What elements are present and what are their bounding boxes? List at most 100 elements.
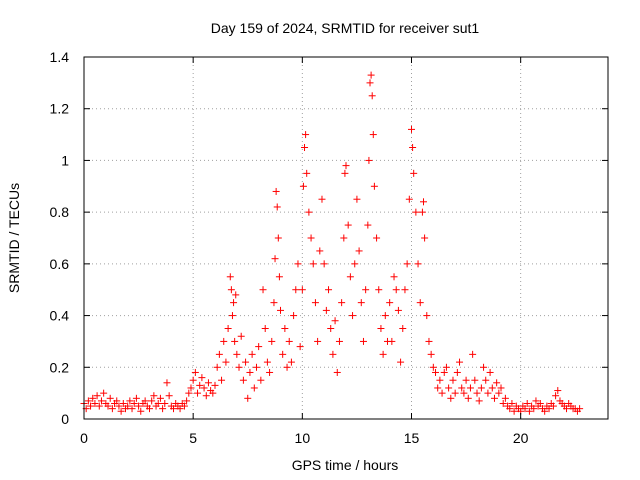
data-point xyxy=(231,337,239,345)
axis-ticks xyxy=(83,56,608,420)
data-point xyxy=(106,394,114,402)
y-tick-label: 1 xyxy=(61,152,69,168)
data-point xyxy=(100,389,108,397)
data-point xyxy=(397,358,405,366)
data-point xyxy=(442,363,450,371)
data-point xyxy=(418,208,426,216)
data-point xyxy=(475,397,483,405)
data-point xyxy=(165,392,173,400)
data-point xyxy=(270,299,278,307)
data-point xyxy=(311,299,319,307)
data-point xyxy=(486,368,494,376)
data-point xyxy=(204,379,212,387)
data-point xyxy=(493,379,501,387)
data-point xyxy=(259,286,267,294)
data-point xyxy=(285,337,293,345)
data-point xyxy=(322,306,330,314)
data-point xyxy=(521,405,529,413)
data-point xyxy=(180,402,188,410)
data-point xyxy=(141,397,149,405)
data-point xyxy=(510,407,518,415)
data-point xyxy=(318,195,326,203)
data-point xyxy=(480,363,488,371)
data-point xyxy=(273,203,281,211)
data-point xyxy=(390,273,398,281)
data-point xyxy=(427,350,435,358)
data-point xyxy=(408,125,415,133)
data-point xyxy=(364,221,372,229)
data-point xyxy=(421,234,429,242)
data-point xyxy=(292,286,300,294)
data-point xyxy=(135,402,143,410)
data-point xyxy=(392,286,400,294)
plot-frame xyxy=(83,56,609,420)
data-point xyxy=(194,389,202,397)
data-point xyxy=(115,402,123,410)
data-point xyxy=(425,337,433,345)
data-point xyxy=(279,350,287,358)
data-point xyxy=(440,368,448,376)
data-point xyxy=(523,399,531,407)
data-point xyxy=(290,312,298,320)
data-point xyxy=(499,399,507,407)
data-point xyxy=(373,234,381,242)
data-point xyxy=(466,384,474,392)
data-point xyxy=(576,405,584,413)
data-point xyxy=(198,374,206,382)
data-point xyxy=(471,376,479,384)
data-point xyxy=(342,162,350,170)
data-point xyxy=(532,397,540,405)
data-point xyxy=(250,384,258,392)
data-point xyxy=(366,79,374,87)
data-point xyxy=(113,397,121,405)
data-point xyxy=(277,306,284,314)
data-point xyxy=(298,286,306,294)
data-point xyxy=(377,325,385,332)
data-point xyxy=(359,337,367,345)
data-point xyxy=(458,384,466,392)
data-point xyxy=(460,389,468,397)
data-point xyxy=(302,131,310,139)
data-point xyxy=(368,92,376,100)
data-point xyxy=(525,407,533,415)
data-point xyxy=(117,407,125,415)
data-point xyxy=(126,397,134,405)
data-point xyxy=(325,286,333,294)
data-point xyxy=(248,350,256,358)
data-point xyxy=(257,376,265,384)
data-point xyxy=(405,195,413,203)
data-point xyxy=(429,363,437,371)
data-point xyxy=(365,156,373,164)
data-point xyxy=(296,343,304,351)
data-point xyxy=(222,358,230,366)
chart-title: Day 159 of 2024, SRMTID for receiver sut… xyxy=(211,20,480,36)
data-point xyxy=(438,389,446,397)
data-point xyxy=(220,337,228,345)
data-point xyxy=(536,399,544,407)
data-point xyxy=(272,187,280,195)
data-point xyxy=(230,299,238,307)
data-point xyxy=(305,208,313,216)
data-point xyxy=(263,358,271,366)
data-point xyxy=(87,402,95,410)
data-point xyxy=(447,394,455,402)
data-point xyxy=(362,286,370,294)
data-point xyxy=(161,399,169,407)
data-point xyxy=(95,402,103,410)
data-point xyxy=(314,337,322,345)
data-point xyxy=(436,376,444,384)
data-point xyxy=(211,381,219,389)
data-point xyxy=(333,368,341,376)
data-point xyxy=(228,312,236,320)
data-point xyxy=(196,381,204,389)
data-point xyxy=(119,399,127,407)
data-point xyxy=(124,402,132,410)
data-point xyxy=(89,394,97,402)
data-point xyxy=(209,389,217,397)
data-point xyxy=(386,299,394,307)
data-point xyxy=(218,376,226,384)
y-axis-label: SRMTID / TECUs xyxy=(6,183,22,293)
data-point xyxy=(488,384,496,392)
x-tick-labels: 0 5 10 15 20 xyxy=(80,430,529,446)
